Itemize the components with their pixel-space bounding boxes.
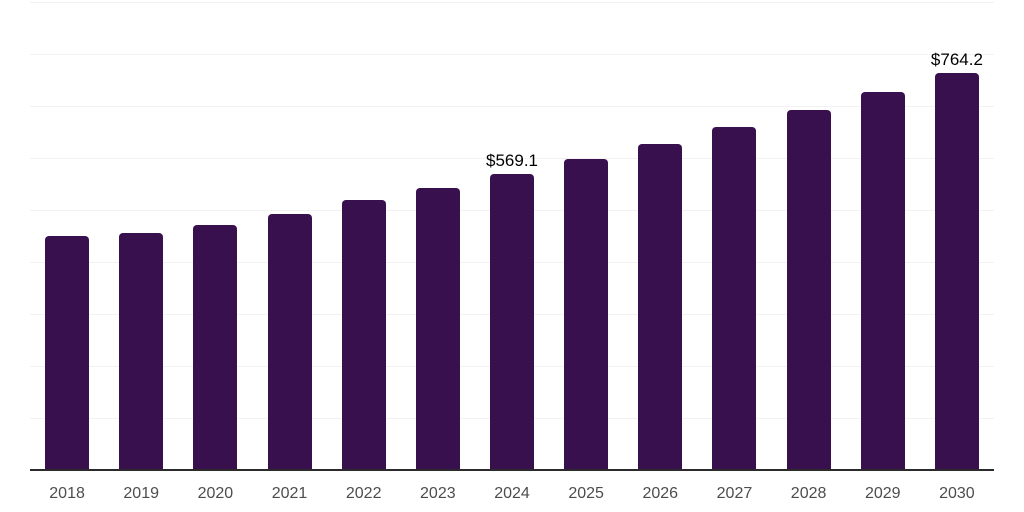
x-tick-label-2025: 2025 bbox=[568, 485, 604, 502]
x-tick-label-2030: 2030 bbox=[939, 485, 975, 502]
x-tick-label-2020: 2020 bbox=[197, 485, 234, 502]
bar-2019 bbox=[119, 233, 164, 470]
bar-2018 bbox=[45, 236, 90, 470]
bar-2021 bbox=[267, 213, 312, 470]
bar-2025 bbox=[564, 159, 609, 470]
bar-2022 bbox=[341, 199, 386, 470]
data-label-2024: $569.1 bbox=[486, 151, 538, 171]
x-tick-label-2028: 2028 bbox=[790, 485, 827, 502]
gridline bbox=[30, 53, 994, 55]
bar-2024 bbox=[490, 174, 534, 470]
x-tick-label-2027: 2027 bbox=[716, 485, 753, 502]
gridline bbox=[30, 105, 994, 107]
x-tick-label-2029: 2029 bbox=[864, 485, 901, 502]
gridline bbox=[30, 1, 994, 3]
x-tick-label-2021: 2021 bbox=[271, 485, 308, 502]
x-tick-label-2023: 2023 bbox=[420, 485, 456, 502]
x-axis-line bbox=[30, 469, 994, 471]
bar-2028 bbox=[786, 109, 831, 470]
x-tick-label-2019: 2019 bbox=[123, 485, 159, 502]
bar-2020 bbox=[193, 224, 238, 470]
x-tick-label-2022: 2022 bbox=[345, 485, 382, 502]
bar-2023 bbox=[415, 188, 460, 470]
bar-2027 bbox=[712, 127, 757, 470]
gridline bbox=[30, 157, 994, 159]
bar-2029 bbox=[860, 91, 905, 470]
x-tick-label-2024: 2024 bbox=[494, 485, 530, 502]
data-label-2030: $764.2 bbox=[930, 49, 983, 69]
x-tick-label-2018: 2018 bbox=[49, 485, 85, 502]
bar-2026 bbox=[638, 143, 683, 470]
x-tick-label-2026: 2026 bbox=[642, 485, 679, 502]
bar-2030 bbox=[934, 72, 979, 470]
